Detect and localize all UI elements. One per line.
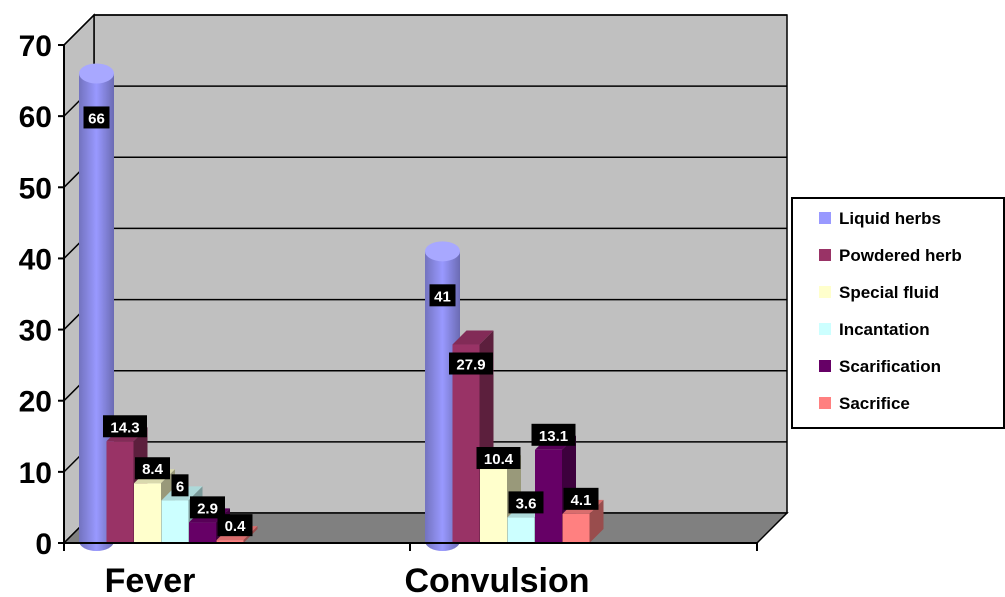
data-label: 6 [171,474,189,497]
legend-swatch [819,212,831,224]
bar-top [452,330,494,345]
legend-swatch [819,286,831,298]
legend-swatch [819,249,831,261]
legend-box [791,197,1005,429]
gridline-side [63,14,95,46]
data-label-box [135,457,170,480]
bar-front [216,540,244,543]
bar-front [189,522,216,543]
data-label: 66 [83,106,110,129]
data-label: 2.9 [190,496,225,519]
data-label-box [217,514,253,537]
bar-front [161,500,189,543]
y-tick-label: 70 [19,30,52,63]
data-label: 0.4 [217,514,253,537]
data-label-text: 2.9 [197,500,218,517]
y-tick-label: 60 [19,101,52,134]
bar-side [589,499,604,543]
legend-label: Powdered herb [839,246,962,265]
y-tick-label: 0 [35,528,52,561]
data-label-text: 27.9 [456,357,485,374]
axes: 0 10 20 30 40 50 60 70 Fever Convulsion [19,30,758,597]
legend-label: Sacrifice [839,394,910,413]
legend: Liquid herbs Powdered herb Special fluid In… [791,197,1005,429]
data-label-box [429,284,456,307]
bar-front [480,469,507,543]
legend-label: Scarification [839,357,941,376]
data-label: 8.4 [135,457,170,480]
y-tick-label: 50 [19,172,52,205]
data-label: 10.4 [476,447,521,470]
bar-front [507,517,535,543]
data-label-box [83,106,110,129]
category-label: Fever [105,562,196,597]
data-label: 41 [429,284,456,307]
data-label: 4.1 [563,487,599,510]
data-label-text: 10.4 [484,451,514,468]
data-label: 3.6 [508,491,544,514]
data-label-text: 8.4 [142,461,164,478]
legend-label: Special fluid [839,283,939,302]
legend-label: Incantation [839,320,930,339]
data-label-text: 0.4 [225,518,247,535]
data-label-box [476,447,521,470]
legend-entry: Sacrifice [819,394,910,413]
y-tick-label: 20 [19,386,52,419]
data-label-text: 13.1 [539,428,568,445]
bar-front [452,344,480,543]
data-label-box [103,415,147,438]
data-label: 14.3 [103,415,147,438]
legend-label: Liquid herbs [839,209,941,228]
legend-entry: Special fluid [819,283,939,302]
legend-entry: Scarification [819,357,941,376]
bar-front [106,441,134,543]
data-label: 27.9 [449,352,493,375]
data-label-box [190,496,225,519]
category-label: Convulsion [404,562,589,597]
data-label-text: 3.6 [516,495,537,512]
data-labels: 66 41 14.3 27.9 8.4 10.4 6 3.6 2.9 13.1 0.4 4.1 [83,106,599,537]
data-label-text: 6 [176,478,184,495]
data-label: 13.1 [531,423,576,446]
legend-swatch [819,323,831,335]
cylinder-body [425,251,460,552]
cylinder-top [425,241,460,262]
bar-front [562,513,590,543]
y-tick-label: 40 [19,243,52,276]
legend-entry: Liquid herbs [819,209,941,228]
legend-entry: Powdered herb [819,246,962,265]
data-label-box [171,474,189,497]
y-tick-label: 30 [19,315,52,348]
data-label-box [449,352,493,375]
data-label-box [508,491,544,514]
legend-swatch [819,397,831,409]
data-label-text: 4.1 [571,492,592,509]
data-label-text: 41 [434,288,451,305]
legend-entry: Incantation [819,320,930,339]
y-tick-label: 10 [19,457,52,490]
bar-front [134,483,161,543]
data-label-box [563,487,599,510]
data-label-box [531,423,576,446]
cylinder-top [79,63,114,84]
data-label-text: 14.3 [110,419,139,436]
bar [425,241,460,552]
data-label-text: 66 [88,110,105,127]
legend-swatch [819,360,831,372]
